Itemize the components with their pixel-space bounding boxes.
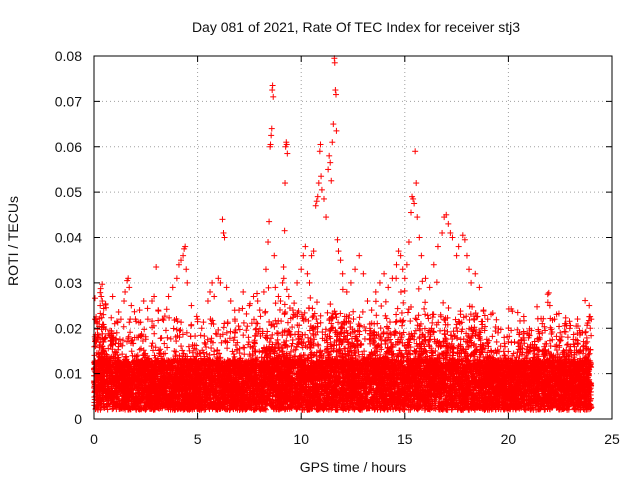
roti-chart: 0 5 10 15 20 25 00.010.020.030.040.050.060.07… [0,0,640,480]
